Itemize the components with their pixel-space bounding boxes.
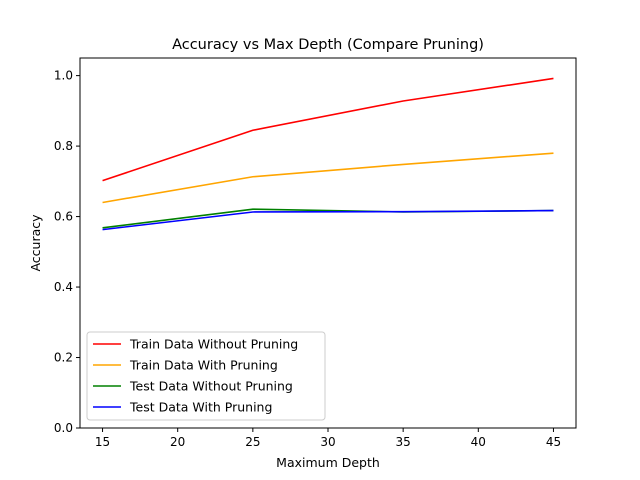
x-axis-ticks: 15 20 25 30 35 40 45 <box>95 428 561 449</box>
chart-title: Accuracy vs Max Depth (Compare Pruning) <box>172 37 484 53</box>
legend: Train Data Without Pruning Train Data Wit… <box>86 331 326 421</box>
y-tick-label: 0.0 <box>54 421 73 435</box>
y-tick-label: 0.6 <box>54 210 73 224</box>
series-line-1 <box>102 77 554 182</box>
plot-area-frame <box>79 57 577 429</box>
x-tick-label: 30 <box>320 435 335 449</box>
y-axis-label: Accuracy <box>28 214 43 272</box>
y-axis-ticks: 0.0 0.2 0.4 0.6 0.8 1.0 <box>54 69 80 435</box>
y-tick-label: 0.4 <box>54 280 73 294</box>
x-tick-label: 15 <box>95 435 110 449</box>
x-tick-label: 40 <box>471 435 486 449</box>
x-axis-label: Maximum Depth <box>276 455 380 470</box>
y-tick-label: 1.0 <box>54 69 73 83</box>
series-line-4 <box>102 209 554 231</box>
series-line-2 <box>102 152 554 204</box>
legend-entry-label: Train Data Without Pruning <box>129 337 298 352</box>
legend-entry-label: Train Data With Pruning <box>129 358 278 373</box>
y-tick-label: 0.2 <box>54 351 73 365</box>
x-tick-label: 35 <box>396 435 411 449</box>
legend-box <box>86 331 326 421</box>
legend-entry-label: Test Data With Pruning <box>129 400 272 415</box>
x-tick-label: 20 <box>170 435 185 449</box>
x-tick-label: 25 <box>245 435 260 449</box>
x-tick-label: 45 <box>546 435 561 449</box>
y-tick-label: 0.8 <box>54 139 73 153</box>
legend-entry-label: Test Data Without Pruning <box>129 379 293 394</box>
series-lines <box>102 77 554 231</box>
